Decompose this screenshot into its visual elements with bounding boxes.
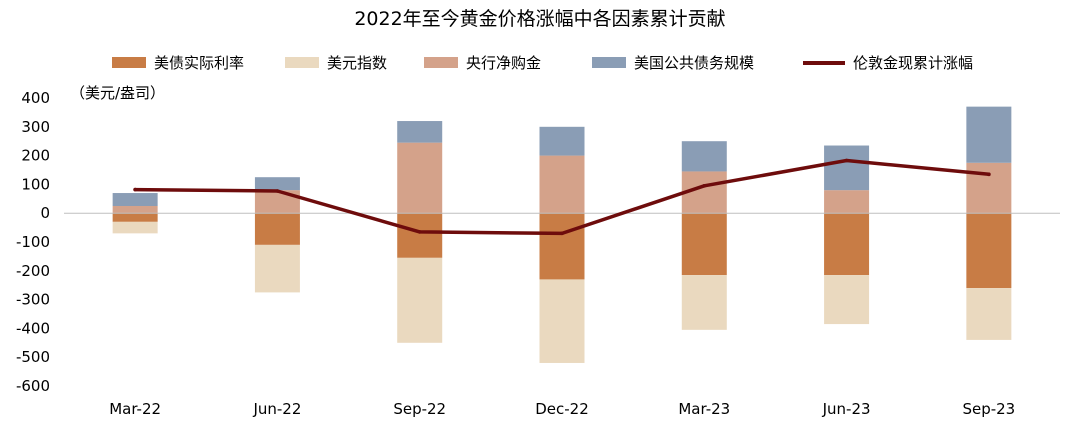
- y-axis-unit-label: （美元/盎司）: [70, 84, 166, 102]
- y-tick-label: -600: [16, 377, 50, 395]
- bar-segment: [112, 206, 158, 214]
- bar-segment: [681, 275, 727, 330]
- line-point: [702, 184, 707, 188]
- x-tick-label: Mar-22: [109, 400, 161, 418]
- bar-segment: [966, 213, 1012, 289]
- bar-segment: [824, 190, 870, 214]
- y-tick-label: -100: [16, 233, 50, 251]
- legend-label: 央行净购金: [466, 54, 542, 72]
- bar-segment: [539, 213, 585, 280]
- bar-segment: [397, 213, 443, 258]
- line-point: [560, 231, 564, 236]
- y-tick-label: 200: [21, 147, 50, 165]
- bar-segment: [681, 141, 727, 172]
- bar-segment: [397, 121, 443, 143]
- y-tick-label: 400: [21, 89, 50, 107]
- bar-segment: [254, 177, 300, 191]
- legend-swatch: [112, 57, 146, 68]
- line-point: [987, 172, 991, 177]
- x-tick-label: Sep-23: [962, 400, 1015, 418]
- y-tick-label: -200: [16, 262, 50, 280]
- legend-item-gold-line: 伦敦金现累计涨幅: [803, 52, 973, 73]
- bar-segment: [966, 162, 1012, 214]
- y-tick-label: -300: [16, 291, 50, 309]
- legend-swatch: [285, 57, 319, 68]
- x-tick-label: Mar-23: [678, 400, 730, 418]
- legend-item-real-rate: 美债实际利率: [112, 52, 244, 73]
- x-tick-label: Jun-22: [252, 400, 301, 418]
- line-point: [275, 189, 280, 193]
- bar-segment: [824, 145, 870, 191]
- legend-swatch: [592, 57, 626, 68]
- legend-swatch: [424, 57, 458, 68]
- line-point: [133, 187, 137, 192]
- bar-segment: [254, 213, 300, 245]
- bar-segment: [539, 155, 585, 214]
- y-tick-label: -400: [16, 319, 50, 337]
- legend-label: 伦敦金现累计涨幅: [853, 54, 974, 72]
- bar-segment: [824, 213, 870, 276]
- legend-item-public-debt: 美国公共债务规模: [592, 52, 754, 73]
- legend-label: 美元指数: [327, 54, 388, 72]
- bar-segment: [112, 221, 158, 234]
- chart-title: 2022年至今黄金价格涨幅中各因素累计贡献: [354, 8, 726, 30]
- y-tick-label: 0: [40, 204, 50, 222]
- bar-segment: [112, 213, 158, 222]
- bar-segment: [254, 190, 300, 214]
- line-point: [844, 158, 849, 163]
- legend-line-swatch: [803, 60, 845, 65]
- bar-segment: [397, 257, 443, 343]
- legend-item-central-bank: 央行净购金: [424, 52, 541, 73]
- x-tick-label: Sep-22: [393, 400, 446, 418]
- bar-segment: [254, 244, 300, 293]
- bar-segment: [112, 193, 158, 206]
- x-tick-label: Dec-22: [535, 400, 589, 418]
- y-tick-label: 300: [21, 118, 50, 136]
- bar-segment: [966, 106, 1012, 163]
- bar-segment: [397, 142, 443, 214]
- bar-segment: [824, 275, 870, 325]
- legend-label: 美国公共债务规模: [634, 54, 755, 72]
- bar-segment: [966, 288, 1012, 340]
- bar-segment: [539, 126, 585, 156]
- bar-segment: [539, 279, 585, 363]
- line-point: [417, 230, 422, 234]
- x-tick-label: Jun-23: [822, 400, 871, 418]
- legend-label: 美债实际利率: [154, 54, 245, 72]
- y-tick-label: -500: [16, 348, 50, 366]
- legend-item-dollar-index: 美元指数: [285, 52, 387, 73]
- y-tick-label: 100: [21, 175, 50, 193]
- bar-segment: [681, 213, 727, 276]
